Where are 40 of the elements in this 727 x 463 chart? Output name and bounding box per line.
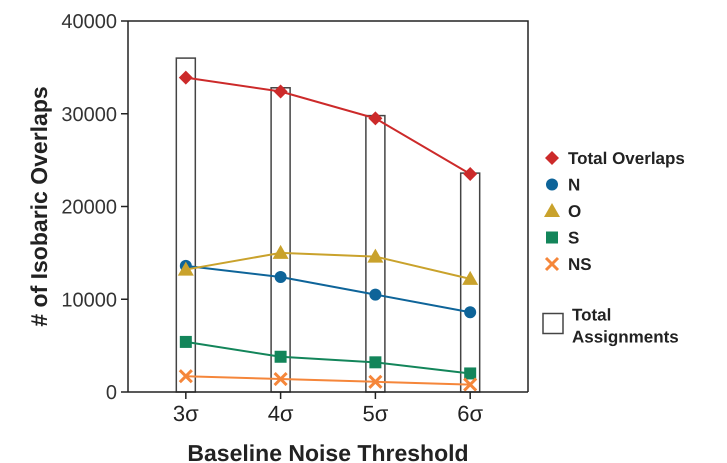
y-axis-title: # of Isobaric Overlaps	[26, 86, 52, 327]
y-tick-label: 0	[106, 382, 117, 404]
bar	[365, 114, 386, 393]
legend-label: N	[568, 175, 580, 194]
x-tick-label: 3σ	[172, 401, 200, 426]
point	[273, 372, 288, 387]
legend-label: S	[568, 228, 580, 248]
point	[463, 167, 478, 182]
point	[274, 84, 288, 98]
legend-label: O	[568, 202, 582, 221]
y-tick-label: 30000	[61, 104, 117, 126]
y-tick-label: 20000	[61, 196, 117, 218]
legend-label: Total Overlaps	[568, 148, 685, 168]
point	[462, 377, 478, 392]
point	[368, 111, 382, 126]
point	[274, 350, 287, 363]
bar	[460, 172, 480, 393]
point	[369, 356, 382, 368]
point	[462, 270, 478, 285]
point	[464, 306, 476, 318]
x-axis-title: Baseline Noise Threshold	[187, 440, 469, 463]
x-tick-label: 6σ	[457, 401, 484, 426]
x-tick-label: 4σ	[268, 401, 294, 426]
bar	[176, 57, 196, 393]
bar	[270, 87, 291, 393]
point	[464, 367, 476, 380]
legend-label: NS	[568, 254, 592, 274]
x-tick-label: 5σ	[362, 401, 389, 426]
point	[368, 374, 383, 390]
point	[180, 336, 192, 348]
point	[178, 368, 194, 384]
point	[178, 70, 193, 85]
point	[178, 262, 194, 276]
legend-label: Total Assignments	[572, 306, 679, 347]
point	[272, 244, 289, 259]
y-tick-label: 10000	[61, 289, 117, 312]
point	[367, 248, 384, 263]
point	[274, 270, 287, 283]
point	[369, 288, 382, 301]
y-tick-label: 40000	[61, 11, 117, 33]
